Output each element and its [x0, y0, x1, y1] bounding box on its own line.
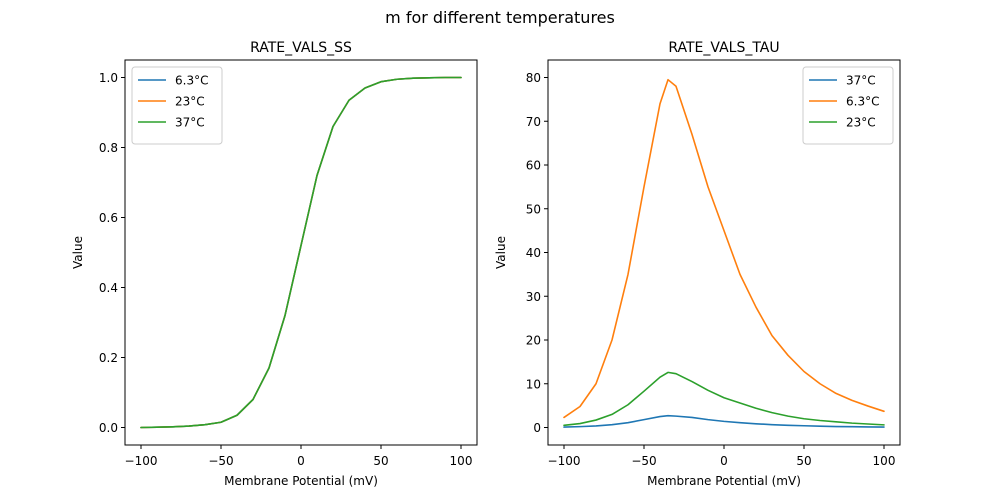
y-tick-label: 30 [526, 290, 541, 304]
legend-label: 37°C [175, 116, 205, 130]
y-tick-label: 70 [526, 115, 541, 129]
x-tick-label: 0 [297, 454, 305, 468]
series-group [563, 78, 885, 428]
x-tick-label: −50 [631, 454, 656, 468]
y-axis-label: Value [494, 236, 508, 269]
legend-label: 6.3°C [846, 95, 879, 109]
y-tick-label: 0.8 [99, 141, 118, 155]
x-tick-label: 100 [873, 454, 896, 468]
x-tick-label: −100 [125, 454, 158, 468]
y-tick-label: 0.0 [99, 421, 118, 435]
y-tick-label: 40 [526, 246, 541, 260]
y-tick-label: 0 [533, 421, 541, 435]
x-tick-label: −100 [548, 454, 581, 468]
series-group [140, 76, 462, 429]
legend-box [802, 66, 894, 145]
legend: 37°C 6.3°C 23°C [802, 66, 894, 145]
series-line-37-c [140, 76, 462, 429]
axes-rate-vals-ss: RATE_VALS_SS −100 −50 0 50 100 0.0 0.2 0.4 0.6 0.8… [71, 40, 478, 488]
legend-label: 6.3°C [175, 74, 208, 88]
legend-label: 23°C [175, 95, 205, 109]
series-line-37-c [563, 414, 885, 428]
legend-label: 23°C [846, 116, 876, 130]
series-line-23-c [563, 371, 885, 427]
x-axis-label: Membrane Potential (mV) [647, 474, 801, 488]
axes-rate-vals-tau: RATE_VALS_TAU −100 −50 0 50 100 0 10 20 30 40 50 60 7… [494, 40, 901, 488]
y-axis-label: Value [71, 236, 85, 269]
legend-label: 37°C [846, 74, 876, 88]
figure-suptitle: m for different temperatures [385, 8, 615, 27]
y-tick-label: 20 [526, 334, 541, 348]
y-tick-label: 0.4 [99, 281, 118, 295]
axes-title: RATE_VALS_TAU [668, 40, 779, 56]
x-tick-label: 50 [796, 454, 811, 468]
y-tick-label: 0.2 [99, 351, 118, 365]
legend: 6.3°C 23°C 37°C [131, 66, 223, 145]
y-tick-label: 50 [526, 202, 541, 216]
x-tick-label: 50 [373, 454, 388, 468]
x-tick-label: −50 [208, 454, 233, 468]
y-tick-label: 80 [526, 71, 541, 85]
y-tick-label: 1.0 [99, 71, 118, 85]
axes-title: RATE_VALS_SS [250, 40, 352, 56]
x-axis-label: Membrane Potential (mV) [224, 474, 378, 488]
series-line-6-3-c [563, 78, 885, 419]
y-tick-label: 60 [526, 159, 541, 173]
legend-box [131, 66, 223, 145]
x-tick-label: 100 [450, 454, 473, 468]
x-tick-label: 0 [720, 454, 728, 468]
y-tick-label: 10 [526, 377, 541, 391]
y-tick-label: 0.6 [99, 211, 118, 225]
